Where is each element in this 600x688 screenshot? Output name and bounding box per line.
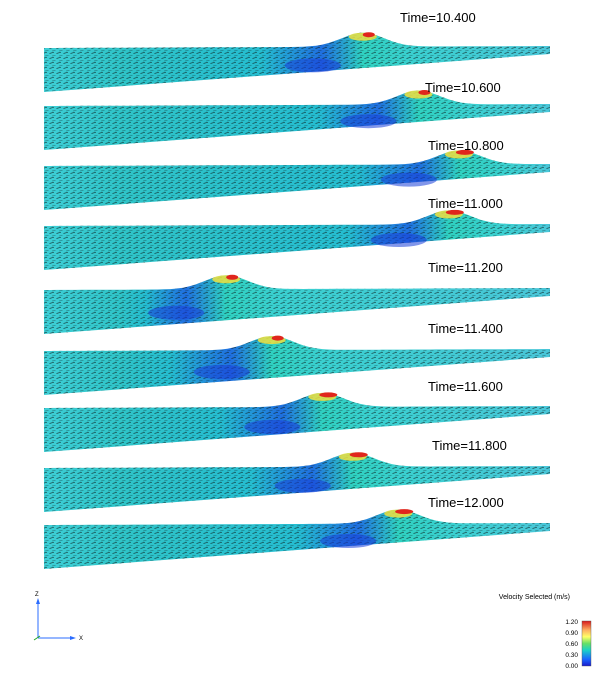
- legend-colorbar: [581, 620, 592, 667]
- low-velocity-zone: [320, 534, 377, 548]
- wave-crest-peak: [271, 335, 284, 341]
- velocity-frame: Time=11.800: [44, 438, 550, 512]
- x-arrow-icon: [70, 636, 76, 640]
- legend-tick: 1.20: [565, 619, 578, 626]
- velocity-frame: Time=10.600: [44, 80, 550, 150]
- low-velocity-zone: [370, 233, 427, 247]
- velocity-vectors: [44, 210, 550, 270]
- wave-crest-peak: [226, 274, 239, 280]
- velocity-frame: Time=10.400: [44, 10, 550, 92]
- velocity-vectors: [44, 150, 550, 210]
- wave-crest-peak: [362, 32, 375, 38]
- low-velocity-zone: [193, 365, 250, 379]
- velocity-vectors: [44, 392, 550, 452]
- legend-tick: 0.60: [565, 641, 578, 648]
- z-axis-label: Z: [35, 592, 39, 598]
- wave-crest-peak: [418, 90, 431, 95]
- time-label: Time=11.600: [428, 379, 503, 394]
- legend-tick: 0.30: [565, 652, 578, 659]
- low-velocity-zone: [284, 58, 341, 73]
- wave-crest-peak: [455, 149, 474, 155]
- velocity-vectors: [44, 90, 550, 150]
- time-label: Time=10.400: [400, 10, 476, 25]
- time-label: Time=11.000: [428, 196, 503, 211]
- time-label: Time=10.600: [425, 80, 501, 95]
- wave-crest-peak: [445, 209, 464, 215]
- time-label: Time=10.800: [428, 138, 504, 153]
- velocity-vectors: [44, 336, 550, 395]
- time-label: Time=11.200: [428, 260, 503, 275]
- velocity-frame: Time=11.200: [44, 260, 550, 334]
- legend-tick: 0.00: [565, 663, 578, 670]
- axes-indicator: Z X: [33, 592, 83, 642]
- legend-tick: 0.90: [565, 630, 578, 637]
- velocity-frame: Time=11.400: [44, 321, 550, 395]
- time-label: Time=12.000: [428, 495, 504, 510]
- z-arrow-icon: [36, 598, 40, 604]
- low-velocity-zone: [148, 305, 205, 320]
- legend-title: Velocity Selected (m/s): [499, 594, 570, 601]
- time-label: Time=11.800: [432, 438, 507, 453]
- low-velocity-zone: [244, 420, 301, 434]
- low-velocity-zone: [380, 172, 437, 187]
- x-axis-label: X: [79, 636, 83, 642]
- wave-crest-peak: [395, 509, 414, 515]
- low-velocity-zone: [274, 478, 331, 493]
- low-velocity-zone: [340, 114, 397, 129]
- velocity-vectors: [44, 509, 550, 569]
- velocity-frame: Time=12.000: [44, 495, 550, 569]
- velocity-frame: Time=11.600: [44, 379, 550, 452]
- time-label: Time=11.400: [428, 321, 503, 336]
- wave-crest-peak: [319, 392, 338, 398]
- wave-crest-peak: [349, 452, 368, 458]
- y-axis-stub: [33, 635, 41, 641]
- velocity-frame: Time=11.000: [44, 196, 550, 270]
- velocity-legend: Velocity Selected (m/s) 1.20 0.90 0.60 0…: [499, 594, 592, 670]
- velocity-frame: Time=10.800: [44, 138, 550, 210]
